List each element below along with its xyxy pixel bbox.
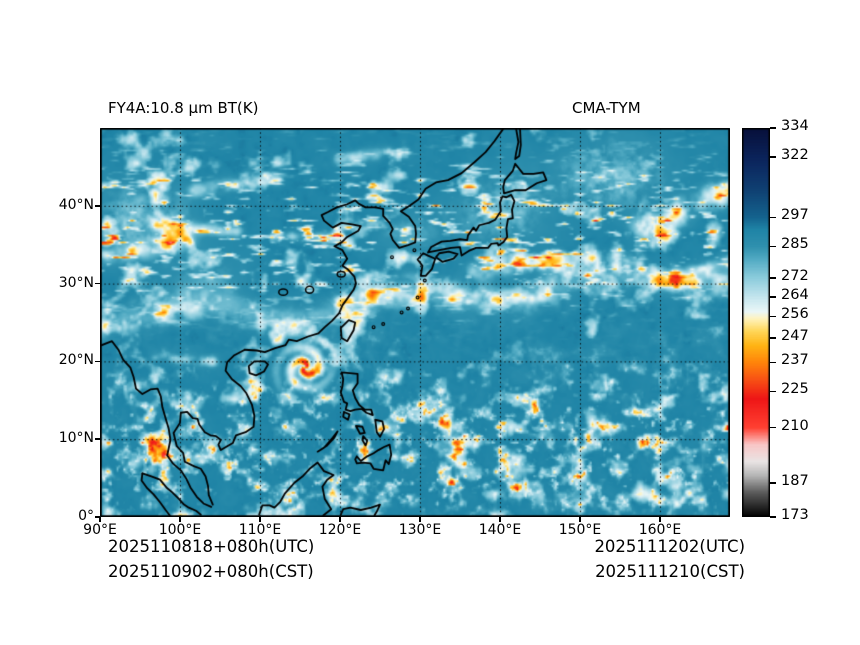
colorbar-tick-label: 297 — [781, 207, 809, 224]
init-time-block: 2025110818+080h(UTC) 2025110902+080h(CST… — [108, 534, 314, 584]
y-tick-mark — [95, 282, 100, 285]
x-tick-label: 160°E — [638, 522, 682, 538]
colorbar-tick-mark — [770, 216, 776, 219]
plot-title-left: FY4A:10.8 μm BT(K) — [108, 99, 259, 117]
x-tick-label: 150°E — [558, 522, 602, 538]
x-tick-label: 110°E — [238, 522, 282, 538]
colorbar-tick-mark — [770, 482, 776, 484]
valid-time-block: 2025111202(UTC) 2025111210(CST) — [594, 534, 745, 584]
colorbar-tick-mark — [770, 296, 776, 298]
x-tick-mark — [499, 517, 501, 522]
valid-time-cst: 2025111210(CST) — [595, 562, 745, 581]
valid-time-utc: 2025111202(UTC) — [594, 537, 745, 556]
y-tick-mark — [95, 360, 100, 363]
colorbar-tick-mark — [770, 127, 776, 129]
y-tick-label: 40°N — [58, 196, 94, 213]
x-tick-mark — [579, 517, 581, 522]
colorbar-tick-mark — [770, 315, 776, 318]
y-tick-mark — [95, 516, 100, 518]
colorbar-tick-label: 210 — [781, 417, 809, 434]
init-time-cst: 2025110902+080h(CST) — [108, 562, 314, 581]
y-tick-label: 30°N — [58, 274, 94, 291]
plot-title-right: CMA-TYM — [572, 99, 641, 117]
colorbar-tick-label: 322 — [781, 146, 809, 163]
satellite-bt-map — [100, 128, 730, 517]
colorbar-tick-mark — [770, 337, 776, 339]
x-tick-label: 130°E — [398, 522, 442, 538]
y-tick-label: 20°N — [58, 352, 94, 369]
colorbar-tick-mark — [770, 156, 776, 158]
colorbar-tick-label: 285 — [781, 236, 809, 253]
colorbar-tick-mark — [770, 516, 776, 518]
colorbar-tick-label: 334 — [781, 118, 809, 134]
init-time-utc: 2025110818+080h(UTC) — [108, 537, 315, 556]
x-tick-mark — [659, 517, 661, 522]
colorbar-tick-label: 237 — [781, 352, 809, 369]
colorbar-tick-label: 272 — [781, 267, 809, 284]
x-tick-label: 90°E — [83, 522, 117, 538]
colorbar-tick-mark — [770, 361, 776, 364]
y-tick-label: 10°N — [58, 430, 94, 447]
y-tick-mark — [95, 438, 100, 440]
colorbar — [742, 128, 770, 517]
colorbar-tick-label: 225 — [781, 381, 809, 398]
colorbar-tick-mark — [770, 245, 776, 248]
y-tick-label: 0° — [78, 508, 94, 524]
x-tick-mark — [99, 517, 101, 522]
x-tick-mark — [179, 517, 181, 522]
y-tick-mark — [95, 205, 100, 207]
colorbar-tick-mark — [770, 277, 776, 279]
x-tick-mark — [419, 517, 421, 522]
colorbar-tick-label: 256 — [781, 306, 809, 323]
colorbar-tick-label: 187 — [781, 473, 809, 490]
x-tick-mark — [259, 517, 261, 522]
x-tick-label: 120°E — [318, 522, 362, 538]
colorbar-tick-mark — [770, 390, 776, 393]
colorbar-tick-label: 247 — [781, 328, 809, 345]
colorbar-tick-label: 264 — [781, 287, 809, 304]
colorbar-tick-mark — [770, 426, 776, 429]
x-tick-mark — [339, 517, 341, 522]
x-tick-label: 100°E — [158, 522, 202, 538]
x-tick-label: 140°E — [478, 522, 522, 538]
colorbar-tick-label: 173 — [781, 507, 809, 523]
